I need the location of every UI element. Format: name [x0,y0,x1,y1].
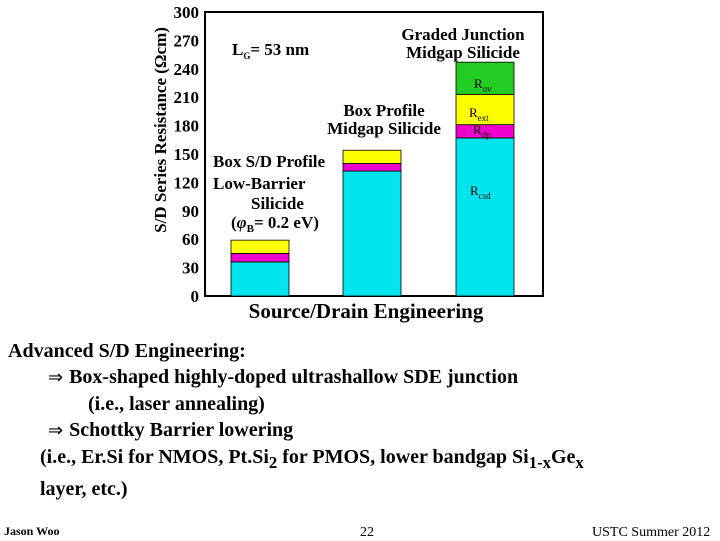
y-tick-label: 150 [174,145,200,164]
y-axis-ticks: 0 30 60 90 120 150 180 210 240 270 300 [174,3,200,306]
bullet-1-detail: (i.e., laser annealing) [88,393,265,415]
bars [230,61,515,297]
y-tick-label: 30 [182,259,199,278]
bar1-annotation-line2: Low-Barrier [213,174,306,193]
bullet-2: ⇒ Schottky Barrier lowering [48,419,294,441]
bar2-annotation-line2: Midgap Silicide [327,119,441,138]
bar1-annotation-line1: Box S/D Profile [213,152,326,171]
label-rov: Rov [474,76,492,94]
label-rdp: Rdp [473,122,491,140]
bar3-annotation-line2: Midgap Silicide [406,43,520,62]
bullet-text: Advanced S/D Engineering: ⇒ Box-shaped hi… [8,338,714,502]
y-tick-label: 90 [182,202,199,221]
bar-3-rcsd-segment [455,137,515,297]
label-rext: Rext [469,105,489,123]
implies-arrow-icon: ⇒ [48,420,64,441]
implies-arrow-icon: ⇒ [48,367,64,388]
bullet-2-detail: (i.e., Er.Si for NMOS, Pt.Si2 for PMOS, … [40,446,584,472]
y-tick-label: 240 [174,60,200,79]
bar1-annotation-phi: (φB= 0.2 eV) [231,213,319,235]
footer-page-number: 22 [360,525,374,540]
bar3-annotation-line1: Graded Junction [401,25,525,44]
resistance-chart: 0 30 60 90 120 150 180 210 240 270 300 S/D Series … [151,3,544,323]
y-tick-label: 120 [174,173,200,192]
x-axis-label: Source/Drain Engineering [249,299,484,323]
bar-1-rdp-segment [230,252,290,263]
bar-1-rcsd-segment [230,261,290,297]
bar1-annotation-line3: Silicide [251,194,304,213]
y-axis-label: S/D Series Resistance (Ωcm) [151,27,170,233]
bar-2-rext-segment [342,149,402,164]
footer-author: Jason Woo [4,524,60,538]
bullet-1: ⇒ Box-shaped highly-doped ultrashallow SD… [48,366,519,388]
bar-3-rov-segment [455,61,515,95]
label-rcsd: Rcsd [470,183,491,201]
bar-2-rcsd-segment [342,170,402,297]
y-tick-label: 210 [174,88,200,107]
y-tick-label: 60 [182,230,199,249]
heading: Advanced S/D Engineering: [8,340,246,362]
y-tick-label: 0 [191,287,200,306]
y-tick-label: 300 [174,3,200,22]
bar2-annotation-line1: Box Profile [343,101,425,120]
bar-1-rext-segment [230,239,290,254]
y-tick-label: 180 [174,117,200,136]
bar-2-rdp-segment [342,163,402,172]
bullet-2-detail-cont: layer, etc.) [40,478,128,500]
y-tick-label: 270 [174,31,200,50]
footer-course: USTC Summer 2012 [592,525,711,540]
gate-length-label: LG= 53 nm [232,40,309,61]
